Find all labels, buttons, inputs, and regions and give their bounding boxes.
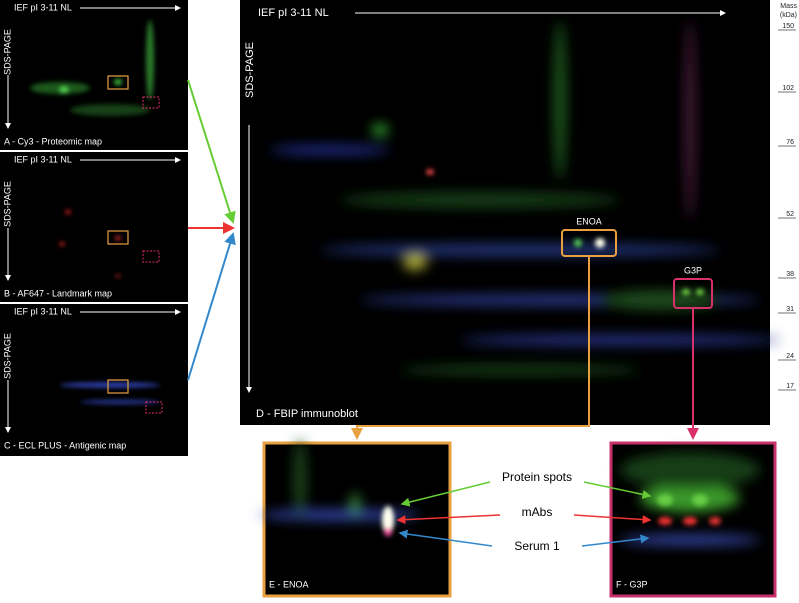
legend-label: Protein spots xyxy=(502,470,572,484)
panel-b: IEF pI 3-11 NL SDS-PAGE B - AF647 - Land… xyxy=(0,152,188,302)
panel-caption: F - G3P xyxy=(616,579,648,589)
ief-label: IEF pI 3-11 NL xyxy=(14,2,72,12)
mass-marker: 76 xyxy=(786,139,794,146)
legend-label: mAbs xyxy=(522,505,553,519)
connector xyxy=(351,257,590,440)
ief-label: IEF pI 3-11 NL xyxy=(14,306,72,316)
panel-caption: C - ECL PLUS - Antigenic map xyxy=(4,440,126,450)
panel-caption: E - ENOA xyxy=(269,579,309,589)
mass-label: Mass xyxy=(780,3,797,10)
mass-marker: 38 xyxy=(786,271,794,278)
mass-marker: 24 xyxy=(786,353,794,360)
sds-label: SDS-PAGE xyxy=(244,42,256,98)
panel-e: E - ENOA xyxy=(260,440,452,598)
arrow xyxy=(187,232,236,381)
sds-label: SDS-PAGE xyxy=(2,333,12,379)
panel-caption: D - FBIP immunoblot xyxy=(256,408,358,420)
panel-d: ENOA G3P IEF pI 3-11 NL SDS-PAGE D - FBI… xyxy=(240,0,780,425)
mass-marker: 31 xyxy=(786,306,794,313)
spot-label: ENOA xyxy=(576,216,602,226)
sds-label: SDS-PAGE xyxy=(2,181,12,227)
sds-label: SDS-PAGE xyxy=(2,29,12,75)
panel-caption: A - Cy3 - Proteomic map xyxy=(4,136,102,146)
legend-label: Serum 1 xyxy=(514,539,560,553)
panel-a: IEF pI 3-11 NL SDS-PAGE A - Cy3 - Proteo… xyxy=(0,0,188,150)
mass-marker: 102 xyxy=(782,85,794,92)
spot-label: G3P xyxy=(684,265,702,275)
mass-marker: 150 xyxy=(782,23,794,30)
ief-label: IEF pI 3-11 NL xyxy=(258,7,329,19)
panel-caption: B - AF647 - Landmark map xyxy=(4,288,112,298)
ief-label: IEF pI 3-11 NL xyxy=(14,154,72,164)
mass-marker: 17 xyxy=(786,383,794,390)
panel-c: IEF pI 3-11 NL SDS-PAGE C - ECL PLUS - A… xyxy=(0,304,188,456)
mass-scale: Mass (kDa) 150 102 76 52 38 31 24 17 xyxy=(778,3,797,391)
arrow xyxy=(187,79,236,224)
legend: Protein spots mAbs Serum 1 xyxy=(396,470,652,553)
mass-label: (kDa) xyxy=(780,12,797,19)
mass-marker: 52 xyxy=(786,211,794,218)
